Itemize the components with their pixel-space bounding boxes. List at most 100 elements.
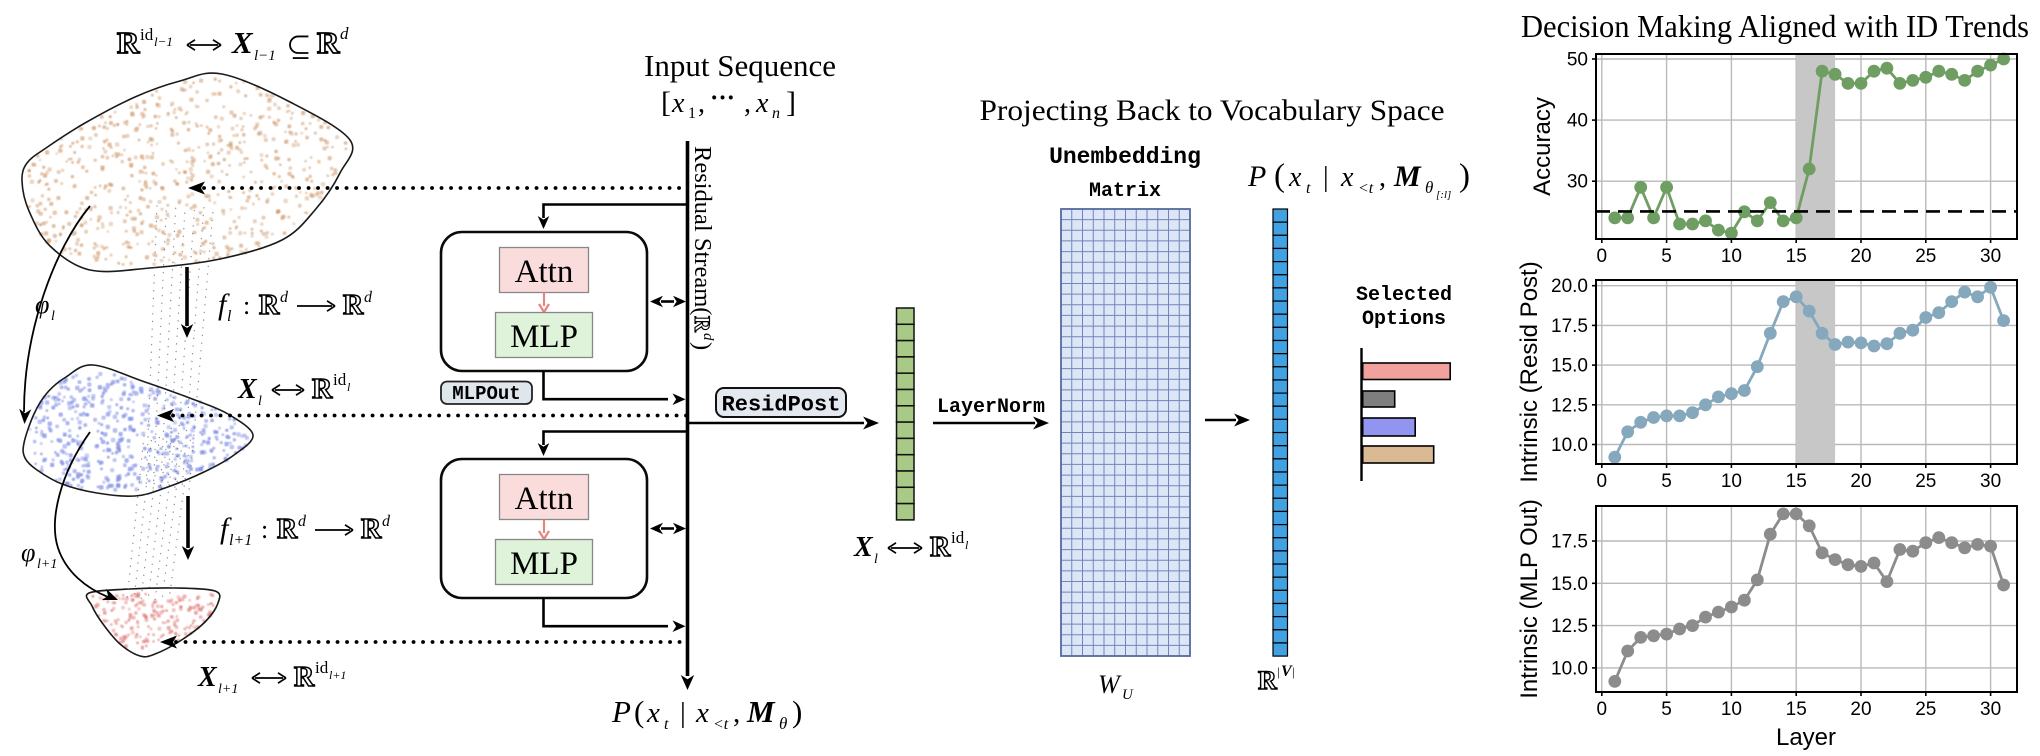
svg-text:30: 30 xyxy=(1980,699,2001,720)
svg-text:l: l xyxy=(227,308,232,325)
svg-text:U: U xyxy=(1122,687,1134,703)
svg-text:d: d xyxy=(280,289,289,306)
svg-text:Selected: Selected xyxy=(1356,284,1452,307)
svg-text:R: R xyxy=(277,514,298,545)
svg-text:R: R xyxy=(930,532,951,563)
svg-text:M: M xyxy=(746,694,776,729)
svg-text:10.0: 10.0 xyxy=(1551,658,1588,679)
svg-text:Input Sequence: Input Sequence xyxy=(644,48,836,83)
svg-text:15: 15 xyxy=(1786,699,1807,720)
svg-text:···: ··· xyxy=(710,85,735,112)
svg-text:P: P xyxy=(1247,160,1266,193)
svg-text:φ: φ xyxy=(35,290,49,319)
svg-text:0: 0 xyxy=(1597,246,1608,267)
svg-text:Accuracy: Accuracy xyxy=(1529,97,1556,196)
svg-text:): ) xyxy=(1459,158,1470,194)
svg-text:R: R xyxy=(117,25,140,60)
svg-text:,: , xyxy=(733,697,740,729)
svg-text:Attn: Attn xyxy=(515,254,574,290)
svg-text:15: 15 xyxy=(1786,471,1807,492)
svg-text:X: X xyxy=(237,374,258,405)
svg-text:Layer: Layer xyxy=(1776,724,1836,751)
svg-text:id: id xyxy=(333,370,347,389)
svg-text:20: 20 xyxy=(1850,471,1871,492)
svg-text:l: l xyxy=(258,394,262,409)
svg-text:10: 10 xyxy=(1721,246,1742,267)
svg-text:|: | xyxy=(1277,664,1280,679)
svg-text:P: P xyxy=(611,694,631,729)
svg-text:l: l xyxy=(965,538,969,552)
svg-text:25: 25 xyxy=(1915,471,1936,492)
svg-text:<t: <t xyxy=(1358,180,1374,197)
svg-text:X: X xyxy=(853,532,874,563)
svg-text:MLP: MLP xyxy=(510,319,578,355)
svg-text:id: id xyxy=(951,528,965,547)
svg-text:MLP: MLP xyxy=(510,546,578,582)
svg-text:d: d xyxy=(340,24,349,43)
svg-text:,: , xyxy=(698,88,705,119)
svg-text:25: 25 xyxy=(1915,699,1936,720)
svg-text:0: 0 xyxy=(1597,699,1608,720)
svg-text:5: 5 xyxy=(1661,471,1672,492)
svg-text:l−1: l−1 xyxy=(254,48,276,64)
svg-text:5: 5 xyxy=(1661,246,1672,267)
svg-text:Intrinsic (Resid Post): Intrinsic (Resid Post) xyxy=(1516,261,1543,482)
svg-text:15.0: 15.0 xyxy=(1551,356,1588,377)
svg-text:R: R xyxy=(312,374,333,405)
svg-text:φ: φ xyxy=(21,538,35,567)
svg-text:|: | xyxy=(1292,664,1295,679)
svg-text:17.5: 17.5 xyxy=(1551,316,1588,337)
svg-text:R: R xyxy=(317,25,340,60)
svg-text:20: 20 xyxy=(1850,699,1871,720)
svg-text:d: d xyxy=(700,333,716,341)
svg-text:50: 50 xyxy=(1567,50,1588,71)
svg-text:Attn: Attn xyxy=(515,481,574,517)
svg-text:l+1: l+1 xyxy=(229,532,252,549)
svg-text:R: R xyxy=(690,316,715,333)
svg-text:LayerNorm: LayerNorm xyxy=(937,396,1045,419)
svg-text:40: 40 xyxy=(1567,111,1588,132)
svg-text:Projecting Back to Vocabulary: Projecting Back to Vocabulary Space xyxy=(980,94,1445,127)
svg-text:X: X xyxy=(231,25,254,60)
svg-text:Intrinsic (MLP Out): Intrinsic (MLP Out) xyxy=(1516,499,1543,699)
svg-text:ResidPost: ResidPost xyxy=(722,393,841,418)
svg-text:θ: θ xyxy=(1425,178,1433,197)
svg-text:10: 10 xyxy=(1721,699,1742,720)
svg-text:(: ( xyxy=(634,694,644,729)
svg-text:V: V xyxy=(1281,663,1293,680)
svg-text:Residual Stream(: Residual Stream( xyxy=(689,146,716,315)
svg-text:20.0: 20.0 xyxy=(1551,276,1588,297)
svg-text:t: t xyxy=(664,716,669,733)
svg-text:MLPOut: MLPOut xyxy=(452,383,520,405)
svg-text:n: n xyxy=(772,105,780,122)
svg-text:id: id xyxy=(315,658,329,677)
svg-text:25: 25 xyxy=(1915,246,1936,267)
svg-text::: : xyxy=(243,291,250,320)
svg-text:(: ( xyxy=(1274,158,1285,194)
svg-text:12.5: 12.5 xyxy=(1551,616,1588,637)
svg-text:10: 10 xyxy=(1721,471,1742,492)
svg-text:x: x xyxy=(646,697,660,729)
svg-text:): ) xyxy=(792,694,802,729)
svg-text:l+1: l+1 xyxy=(218,682,238,697)
svg-text:,: , xyxy=(744,88,751,119)
svg-text:30: 30 xyxy=(1980,471,2001,492)
svg-text:15: 15 xyxy=(1786,246,1807,267)
svg-text::: : xyxy=(261,515,268,544)
svg-text:20: 20 xyxy=(1850,246,1871,267)
svg-text:30: 30 xyxy=(1980,246,2001,267)
svg-text:0: 0 xyxy=(1597,471,1608,492)
svg-text:Decision Making Aligned with I: Decision Making Aligned with ID Trends xyxy=(1521,8,2029,44)
svg-text:17.5: 17.5 xyxy=(1551,532,1588,553)
svg-text:x: x xyxy=(1340,162,1354,193)
svg-text:x: x xyxy=(755,88,769,119)
svg-text:|: | xyxy=(680,697,686,729)
svg-text:d: d xyxy=(364,289,373,306)
svg-text:10.0: 10.0 xyxy=(1551,435,1588,456)
svg-text:X: X xyxy=(197,662,218,693)
svg-text:<t: <t xyxy=(713,716,729,733)
svg-text:R: R xyxy=(361,514,382,545)
svg-text:|: | xyxy=(1323,162,1329,193)
svg-text:x: x xyxy=(1288,162,1302,193)
svg-text:M: M xyxy=(1393,160,1422,193)
